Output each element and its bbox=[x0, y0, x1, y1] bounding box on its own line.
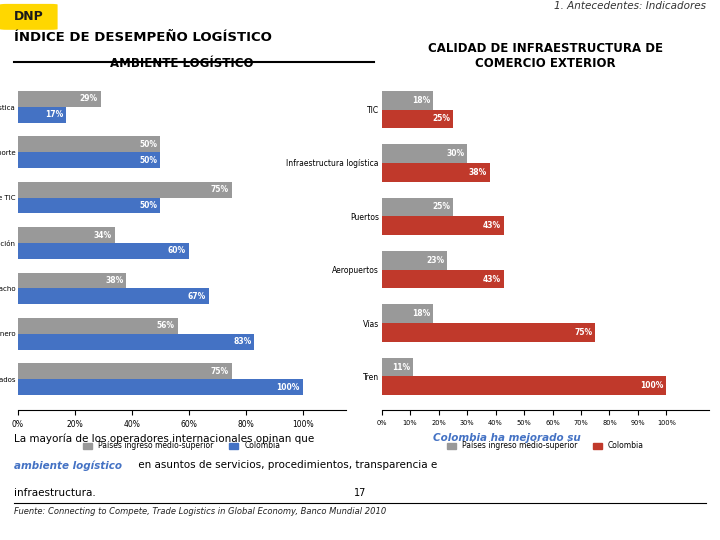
Text: DNP: DNP bbox=[14, 10, 44, 23]
Bar bbox=[382, 251, 447, 269]
Text: en asuntos de servicios, procedimientos, transparencia e: en asuntos de servicios, procedimientos,… bbox=[135, 460, 438, 470]
Bar bbox=[18, 136, 161, 152]
Text: 1. Antecedentes: Indicadores: 1. Antecedentes: Indicadores bbox=[554, 1, 706, 11]
Text: 75%: 75% bbox=[211, 367, 229, 376]
Text: 100%: 100% bbox=[276, 383, 300, 391]
Text: ambiente logístico: ambiente logístico bbox=[14, 460, 122, 470]
Text: 43%: 43% bbox=[483, 274, 501, 284]
Text: 11%: 11% bbox=[392, 363, 410, 372]
Bar bbox=[382, 358, 413, 376]
Bar bbox=[18, 379, 303, 395]
Text: 23%: 23% bbox=[426, 256, 444, 265]
Text: 50%: 50% bbox=[140, 156, 158, 165]
Text: 17%: 17% bbox=[45, 110, 63, 119]
Text: 38%: 38% bbox=[105, 276, 123, 285]
Text: 30%: 30% bbox=[446, 149, 464, 158]
Bar bbox=[382, 91, 433, 110]
Bar bbox=[18, 273, 126, 288]
Text: Fuente: Connecting to Compete, Trade Logistics in Global Economy, Banco Mundial : Fuente: Connecting to Compete, Trade Log… bbox=[14, 508, 387, 516]
Text: 25%: 25% bbox=[432, 114, 450, 123]
Text: 56%: 56% bbox=[157, 321, 175, 330]
Text: 43%: 43% bbox=[483, 221, 501, 230]
Bar bbox=[382, 376, 667, 395]
Bar bbox=[18, 243, 189, 259]
Bar bbox=[382, 163, 490, 181]
Bar bbox=[18, 91, 101, 107]
Text: 38%: 38% bbox=[469, 168, 487, 177]
Text: 34%: 34% bbox=[94, 231, 112, 240]
Legend: Países ingreso medio-superior, Colombia: Países ingreso medio-superior, Colombia bbox=[444, 438, 647, 454]
Text: 83%: 83% bbox=[233, 338, 251, 346]
Bar bbox=[382, 144, 467, 163]
Bar bbox=[18, 107, 66, 123]
Text: 75%: 75% bbox=[211, 185, 229, 194]
Text: 100%: 100% bbox=[640, 381, 664, 390]
Bar bbox=[382, 198, 453, 217]
Text: Colombia ha mejorado su: Colombia ha mejorado su bbox=[433, 433, 580, 443]
Bar bbox=[18, 363, 232, 379]
Text: infraestructura.: infraestructura. bbox=[14, 488, 96, 498]
Text: 50%: 50% bbox=[140, 201, 158, 210]
Text: La mayoría de los operadores internacionales opinan que: La mayoría de los operadores internacion… bbox=[14, 433, 318, 444]
Bar bbox=[18, 288, 209, 305]
Text: 25%: 25% bbox=[432, 202, 450, 212]
Text: 18%: 18% bbox=[412, 309, 430, 318]
Bar bbox=[382, 217, 504, 235]
Title: CALIDAD DE INFRAESTRUCTURA DE
COMERCIO EXTERIOR: CALIDAD DE INFRAESTRUCTURA DE COMERCIO E… bbox=[428, 42, 663, 70]
Bar bbox=[18, 318, 178, 334]
Text: 17: 17 bbox=[354, 488, 366, 498]
Bar bbox=[382, 323, 595, 342]
Text: 60%: 60% bbox=[168, 246, 186, 255]
Text: 18%: 18% bbox=[412, 96, 430, 105]
Legend: Países ingreso medio-superior, Colombia: Países ingreso medio-superior, Colombia bbox=[80, 438, 284, 454]
Bar bbox=[18, 227, 115, 243]
FancyBboxPatch shape bbox=[0, 4, 58, 30]
Text: 75%: 75% bbox=[575, 328, 593, 337]
Bar bbox=[18, 152, 161, 168]
Bar bbox=[382, 110, 453, 128]
Bar bbox=[18, 198, 161, 213]
Bar bbox=[382, 305, 433, 323]
Title: AMBIENTE LOGÍSTICO: AMBIENTE LOGÍSTICO bbox=[110, 57, 253, 70]
Bar bbox=[18, 181, 232, 198]
Bar bbox=[18, 334, 254, 350]
Bar bbox=[382, 269, 504, 288]
Text: 29%: 29% bbox=[80, 94, 98, 103]
Text: ÍNDICE DE DESEMPEÑO LOGÍSTICO: ÍNDICE DE DESEMPEÑO LOGÍSTICO bbox=[14, 31, 272, 44]
Text: 67%: 67% bbox=[188, 292, 206, 301]
Text: 50%: 50% bbox=[140, 140, 158, 149]
